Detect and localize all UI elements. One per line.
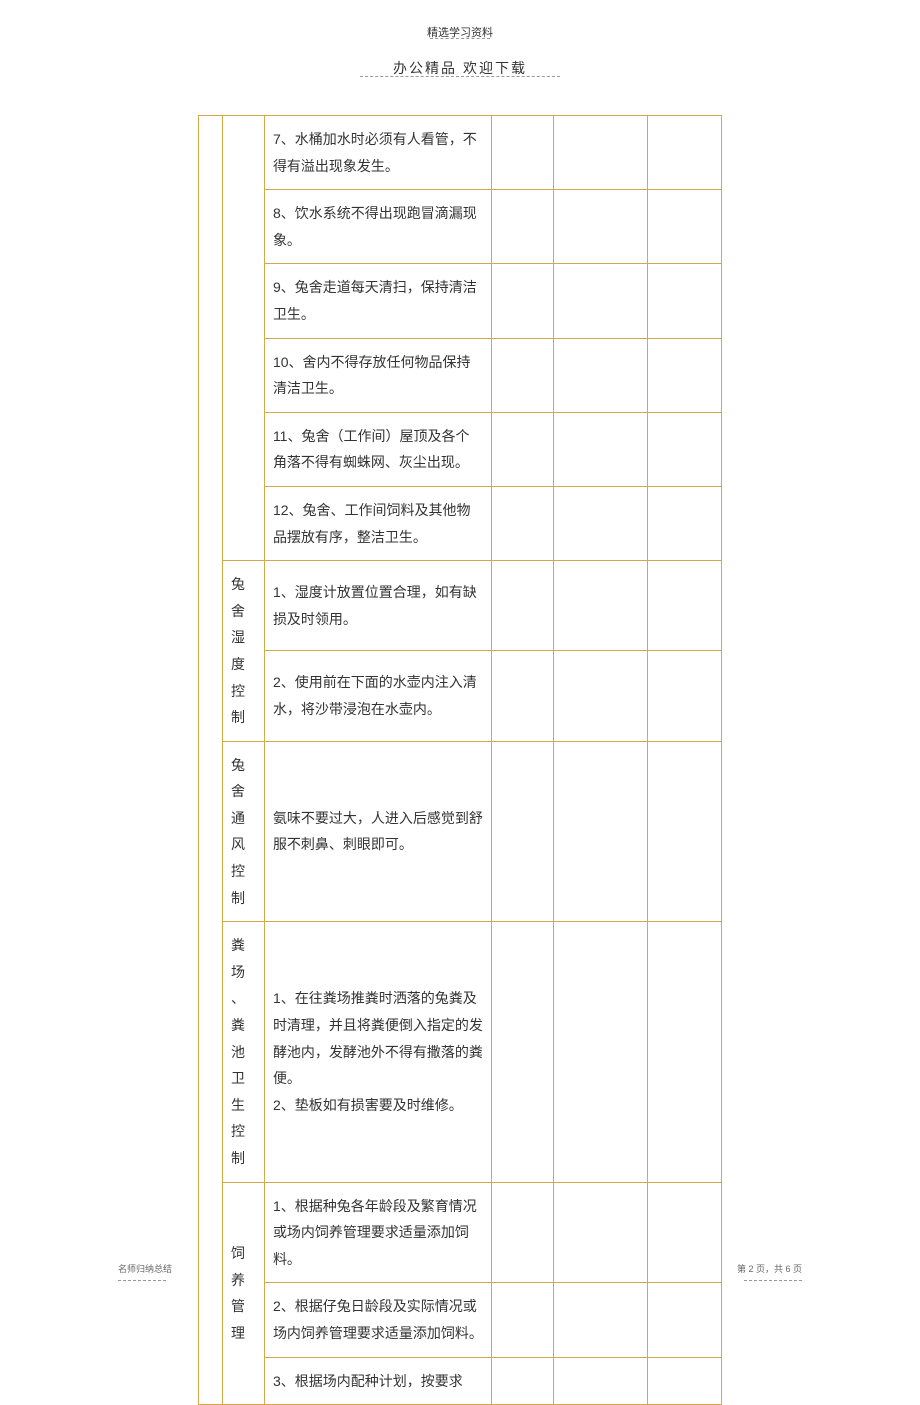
empty-cell — [492, 338, 554, 412]
table-row: 兔 舍 湿 度 控 制1、湿度计放置位置合理，如有缺损及时领用。 — [199, 561, 722, 651]
content-cell: 8、饮水系统不得出现跑冒滴漏现象。 — [264, 190, 492, 264]
table-row: 11、兔舍（工作间）屋顶及各个角落不得有蜘蛛网、灰尘出现。 — [199, 412, 722, 486]
empty-cell — [554, 190, 648, 264]
empty-cell — [492, 561, 554, 651]
header-sub-label: 办公精品 欢迎下载 — [393, 58, 527, 78]
empty-cell — [648, 1283, 722, 1357]
content-cell: 2、使用前在下面的水壶内注入清水，将沙带浸泡在水壶内。 — [264, 651, 492, 741]
footer-left-underline — [118, 1280, 166, 1281]
table-row: 兔 舍 通 风 控 制氨味不要过大，人进入后感觉到舒服不刺鼻、刺眼即可。 — [199, 741, 722, 922]
empty-cell — [648, 338, 722, 412]
empty-cell — [554, 1182, 648, 1283]
footer-left: 名师归纳总结 — [118, 1262, 172, 1275]
table-row: 8、饮水系统不得出现跑冒滴漏现象。 — [199, 190, 722, 264]
content-cell: 12、兔舍、工作间饲料及其他物品摆放有序，整洁卫生。 — [264, 486, 492, 560]
content-cell: 11、兔舍（工作间）屋顶及各个角落不得有蜘蛛网、灰尘出现。 — [264, 412, 492, 486]
content-cell: 10、舍内不得存放任何物品保持清洁卫生。 — [264, 338, 492, 412]
empty-cell — [554, 412, 648, 486]
content-cell: 1、根据种兔各年龄段及繁育情况或场内饲养管理要求适量添加饲料。 — [264, 1182, 492, 1283]
empty-cell — [554, 741, 648, 922]
footer-right-underline — [744, 1280, 802, 1281]
empty-cell — [648, 561, 722, 651]
empty-cell — [492, 1357, 554, 1405]
empty-cell — [648, 651, 722, 741]
table-row: 12、兔舍、工作间饲料及其他物品摆放有序，整洁卫生。 — [199, 486, 722, 560]
empty-cell — [648, 190, 722, 264]
empty-cell — [554, 922, 648, 1182]
table-row: 3、根据场内配种计划，按要求 — [199, 1357, 722, 1405]
empty-cell — [492, 486, 554, 560]
table-row: 粪 场 、 粪 池 卫 生 控 制1、在往粪场推粪时洒落的兔粪及时清理，并且将粪… — [199, 922, 722, 1182]
empty-cell — [648, 116, 722, 190]
header-underline-2 — [360, 76, 560, 77]
empty-cell — [648, 486, 722, 560]
empty-cell — [648, 741, 722, 922]
empty-cell — [492, 190, 554, 264]
category-cell: 兔 舍 通 风 控 制 — [222, 741, 264, 922]
main-table: 7、水桶加水时必须有人看管，不得有溢出现象发生。8、饮水系统不得出现跑冒滴漏现象… — [198, 115, 722, 1405]
content-cell: 1、湿度计放置位置合理，如有缺损及时领用。 — [264, 561, 492, 651]
table-row: 7、水桶加水时必须有人看管，不得有溢出现象发生。 — [199, 116, 722, 190]
empty-cell — [554, 1283, 648, 1357]
empty-cell — [648, 1182, 722, 1283]
empty-cell — [648, 1357, 722, 1405]
table-row: 9、兔舍走道每天清扫，保持清洁卫生。 — [199, 264, 722, 338]
empty-cell — [492, 264, 554, 338]
category-cell: 粪 场 、 粪 池 卫 生 控 制 — [222, 922, 264, 1182]
empty-cell — [492, 922, 554, 1182]
empty-cell — [554, 338, 648, 412]
content-cell: 氨味不要过大，人进入后感觉到舒服不刺鼻、刺眼即可。 — [264, 741, 492, 922]
content-cell: 9、兔舍走道每天清扫，保持清洁卫生。 — [264, 264, 492, 338]
empty-cell — [554, 116, 648, 190]
empty-cell — [554, 561, 648, 651]
content-cell: 7、水桶加水时必须有人看管，不得有溢出现象发生。 — [264, 116, 492, 190]
empty-cell — [648, 264, 722, 338]
table-row: 2、使用前在下面的水壶内注入清水，将沙带浸泡在水壶内。 — [199, 651, 722, 741]
category-cell: 饲 养 管 理 — [222, 1182, 264, 1405]
empty-cell — [554, 1357, 648, 1405]
empty-cell — [492, 116, 554, 190]
table-row: 10、舍内不得存放任何物品保持清洁卫生。 — [199, 338, 722, 412]
content-cell: 2、根据仔兔日龄段及实际情况或场内饲养管理要求适量添加饲料。 — [264, 1283, 492, 1357]
empty-left-cell — [199, 116, 223, 1405]
category-cell: 兔 舍 湿 度 控 制 — [222, 561, 264, 742]
empty-cell — [492, 651, 554, 741]
content-cell: 3、根据场内配种计划，按要求 — [264, 1357, 492, 1405]
footer-right: 第 2 页，共 6 页 — [737, 1262, 802, 1275]
empty-cell — [492, 1182, 554, 1283]
header-underline-1 — [430, 38, 490, 39]
empty-cell — [492, 412, 554, 486]
category-cell — [222, 116, 264, 561]
table-row: 2、根据仔兔日龄段及实际情况或场内饲养管理要求适量添加饲料。 — [199, 1283, 722, 1357]
empty-cell — [492, 741, 554, 922]
content-cell: 1、在往粪场推粪时洒落的兔粪及时清理，并且将粪便倒入指定的发酵池内，发酵池外不得… — [264, 922, 492, 1182]
empty-cell — [554, 651, 648, 741]
empty-cell — [492, 1283, 554, 1357]
empty-cell — [554, 264, 648, 338]
empty-cell — [648, 412, 722, 486]
empty-cell — [554, 486, 648, 560]
table-row: 饲 养 管 理1、根据种兔各年龄段及繁育情况或场内饲养管理要求适量添加饲料。 — [199, 1182, 722, 1283]
empty-cell — [648, 922, 722, 1182]
